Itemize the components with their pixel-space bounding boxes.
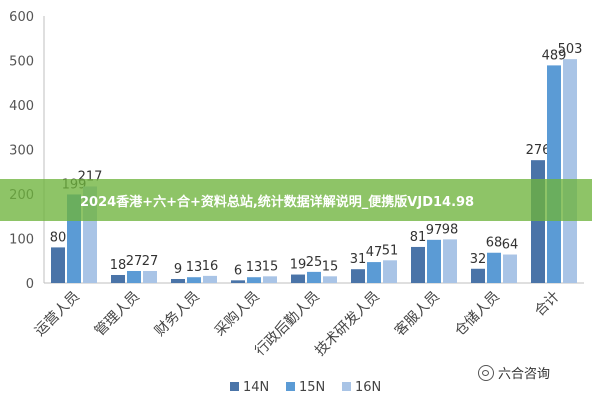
- bar: [307, 271, 321, 283]
- data-label: 18: [110, 258, 127, 273]
- legend-label: 16N: [355, 380, 381, 395]
- data-label: 32: [470, 252, 487, 267]
- data-label: 13: [186, 260, 203, 275]
- bar: [111, 274, 125, 283]
- data-label: 27: [126, 254, 143, 269]
- bar: [563, 59, 577, 283]
- bar: [411, 246, 425, 283]
- bar: [383, 260, 397, 283]
- data-label: 31: [350, 252, 367, 267]
- data-label: 81: [410, 230, 427, 245]
- bar: [503, 254, 517, 283]
- data-label: 25: [306, 255, 323, 270]
- legend-swatch: [342, 382, 351, 391]
- wechat-icon: [478, 364, 494, 381]
- data-label: 15: [262, 259, 279, 274]
- y-tick-label: 300: [9, 144, 34, 159]
- bar: [171, 278, 185, 283]
- data-label: 6: [234, 263, 242, 278]
- x-tick-label: 仓储人员: [452, 289, 503, 340]
- bar: [351, 269, 365, 283]
- data-label: 64: [502, 238, 519, 253]
- bar: [291, 274, 305, 283]
- legend-label: 14N: [243, 380, 269, 395]
- data-label: 503: [558, 42, 583, 57]
- x-tick-label: 合计: [532, 289, 563, 320]
- bar: [263, 276, 277, 283]
- x-tick-label: 客服人员: [391, 288, 443, 340]
- bar: [323, 276, 337, 283]
- data-label: 276: [526, 143, 551, 158]
- overlay-banner: [0, 179, 592, 221]
- data-label: 489: [542, 48, 567, 63]
- data-label: 15: [322, 259, 339, 274]
- legend-swatch: [230, 382, 239, 391]
- y-tick-label: 500: [9, 55, 34, 70]
- bar: [367, 262, 381, 283]
- bar: [427, 239, 441, 283]
- legend-swatch: [286, 382, 295, 391]
- y-tick-label: 100: [9, 233, 34, 248]
- x-tick-label: 采购人员: [212, 289, 263, 340]
- y-tick-label: 600: [9, 10, 34, 25]
- bar: [231, 280, 245, 283]
- legend-label: 15N: [299, 380, 325, 395]
- watermark: 六合咨询: [478, 363, 550, 382]
- bar: [187, 277, 201, 283]
- x-tick-label: 运营人员: [32, 289, 83, 340]
- data-label: 9: [174, 262, 182, 277]
- data-label: 47: [366, 245, 383, 260]
- bar: [471, 268, 485, 283]
- x-tick-label: 财务人员: [152, 289, 203, 340]
- data-label: 19: [290, 258, 307, 273]
- data-label: 80: [50, 230, 67, 245]
- data-label: 13: [246, 260, 263, 275]
- bar: [547, 65, 561, 284]
- bar: [51, 247, 65, 283]
- data-label: 27: [142, 254, 159, 269]
- bar: [127, 270, 141, 283]
- data-label: 51: [382, 243, 399, 258]
- x-tick-label: 管理人员: [92, 289, 143, 340]
- watermark-text: 六合咨询: [498, 367, 551, 382]
- y-tick-label: 0: [26, 277, 34, 292]
- bar: [487, 252, 501, 283]
- bar: [143, 270, 157, 283]
- data-label: 16: [202, 259, 219, 274]
- bar: [247, 277, 261, 283]
- banner-text: 2024香港+六+合+资料总站,统计数据详解说明_便携版VJD14.98: [80, 195, 475, 210]
- bar: [203, 275, 217, 283]
- y-tick-label: 400: [9, 99, 34, 114]
- data-label: 97: [426, 223, 443, 238]
- x-tick-label: 技术研发人员: [312, 289, 383, 360]
- data-label: 98: [442, 222, 459, 237]
- bar: [443, 239, 457, 283]
- data-label: 68: [486, 236, 503, 251]
